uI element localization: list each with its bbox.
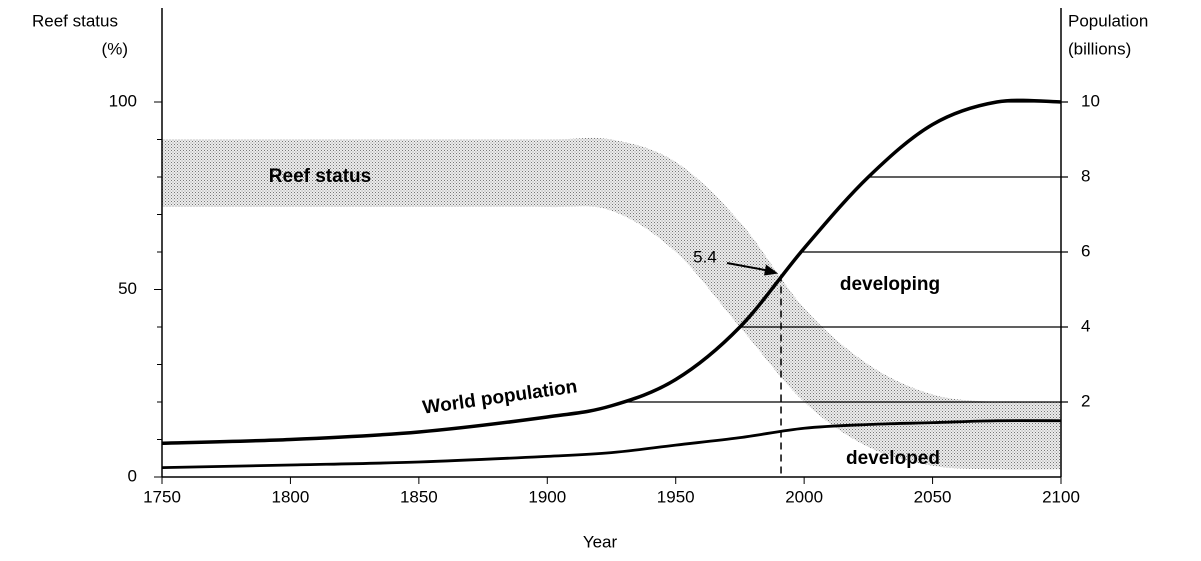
annotation-label: 5.4 <box>693 247 717 266</box>
y-tick-label: 0 <box>128 466 137 485</box>
x-tick-label: 2000 <box>785 487 823 506</box>
arrow-head <box>764 264 779 276</box>
population-line <box>161 419 1062 470</box>
x-tick-label: 1800 <box>272 487 310 506</box>
y2-tick-label: 8 <box>1081 166 1090 185</box>
reef-band <box>162 137 1061 470</box>
y2-tick-label: 6 <box>1081 241 1090 260</box>
series-label: developed <box>846 448 940 469</box>
y2-tick-label: 10 <box>1081 91 1100 110</box>
x-tick-label: 1900 <box>528 487 566 506</box>
x-tick-label: 2050 <box>914 487 952 506</box>
y2-axis-label: (billions) <box>1068 39 1131 58</box>
x-tick-label: 2100 <box>1042 487 1080 506</box>
y-tick-label: 50 <box>118 279 137 298</box>
population-line <box>161 98 1062 445</box>
y2-axis-label: Population <box>1068 11 1148 30</box>
series-label: World population <box>421 376 578 418</box>
y2-tick-label: 2 <box>1081 391 1090 410</box>
x-tick-label: 1850 <box>400 487 438 506</box>
x-tick-label: 1950 <box>657 487 695 506</box>
x-tick-label: 1750 <box>143 487 181 506</box>
y-tick-label: 100 <box>109 91 137 110</box>
y2-tick-label: 4 <box>1081 316 1090 335</box>
x-axis-label: Year <box>583 532 618 551</box>
region-label: developing <box>840 274 940 295</box>
y-axis-label: (%) <box>102 39 128 58</box>
y-axis-label: Reef status <box>32 11 118 30</box>
band-label: Reef status <box>269 166 371 187</box>
